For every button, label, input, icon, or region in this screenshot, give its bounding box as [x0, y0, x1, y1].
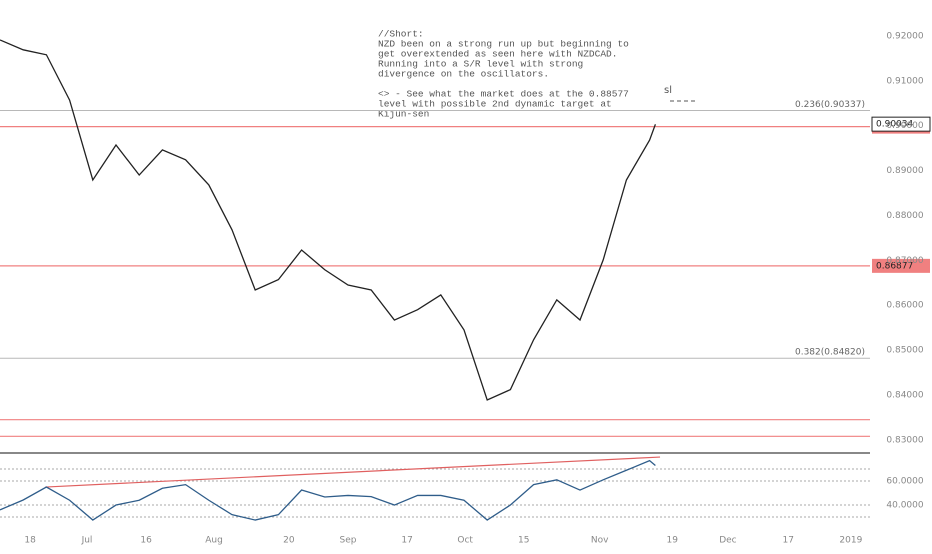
x-tick-label: 2019 [839, 536, 862, 546]
y-tick-label: 0.90000 [886, 121, 923, 131]
annotation-line: NZD been on a strong run up but beginnin… [378, 39, 629, 50]
y-tick-label: 0.89000 [886, 166, 923, 176]
x-tick-label: Sep [340, 536, 357, 546]
annotation-line: //Short: [378, 29, 424, 40]
current-price-tag [871, 116, 931, 132]
x-tick-label: Aug [205, 536, 223, 546]
annotation-line: Running into a S/R level with strong [378, 59, 583, 70]
annotation-line: Kijun-sen [378, 109, 429, 120]
y-tick-label: 0.84000 [886, 390, 923, 400]
fib-label: 0.236(0.90337) [795, 100, 865, 110]
price-tag [872, 258, 930, 273]
y-tick-label: 0.92000 [886, 31, 923, 41]
y-tick-label: 0.83000 [886, 435, 923, 445]
price-line [0, 459, 656, 521]
y-tick-label: 60.0000 [886, 477, 923, 487]
y-tick-label: 0.86000 [886, 301, 923, 311]
divergence-line [45, 456, 661, 488]
y-tick-label: 0.87000 [886, 256, 923, 266]
x-tick-label: 16 [140, 536, 152, 546]
annotation-line: get overextended as seen here with NZDCA… [378, 49, 617, 60]
x-tick-label: 20 [283, 536, 295, 546]
x-tick-label: 18 [24, 536, 36, 546]
y-tick-label: 40.0000 [886, 501, 923, 511]
x-tick-label: 15 [518, 536, 529, 546]
x-tick-label: Oct [457, 536, 473, 546]
x-tick-label: 19 [666, 536, 678, 546]
x-tick-label: 17 [782, 536, 793, 546]
y-tick-label: 0.85000 [886, 346, 923, 356]
annotation-line: <> - See what the market does at the 0.8… [378, 89, 629, 100]
x-tick-label: Nov [591, 536, 609, 546]
y-tick-label: 0.91000 [886, 76, 923, 86]
x-tick-label: Dec [719, 536, 736, 546]
price-line [0, 39, 657, 401]
fib-label: 0.382(0.84820) [795, 348, 865, 358]
annotation-line: level with possible 2nd dynamic target a… [378, 99, 612, 110]
annotation-line: divergence on the oscillators. [378, 69, 549, 80]
price-tag-label: 0.86877 [876, 261, 913, 271]
sl-label: sl [664, 85, 672, 96]
current-price-label: 0.90034 [876, 120, 913, 130]
x-tick-label: 17 [401, 536, 412, 546]
x-tick-label: Jul [81, 536, 93, 546]
y-tick-label: 0.88000 [886, 211, 923, 221]
